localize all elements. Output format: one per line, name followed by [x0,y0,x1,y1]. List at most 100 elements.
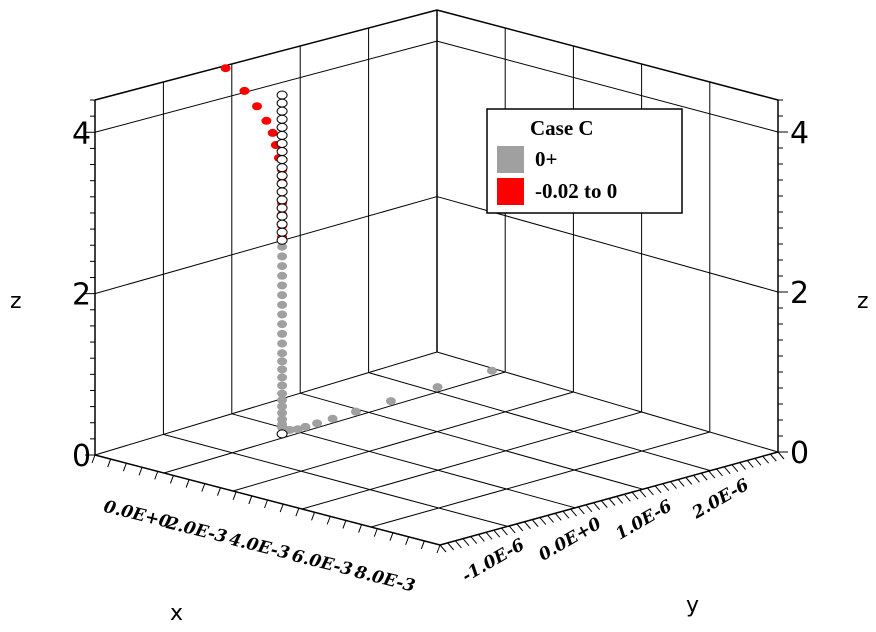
y-tick [670,481,677,489]
data-point-outline [276,235,288,245]
floor-grid-line [232,391,574,492]
y-tick [524,521,531,530]
data-point-gray [277,381,288,390]
data-point-red [267,128,278,137]
data-point-outline [276,98,288,108]
floor-grid-line [436,351,779,453]
data-point-red [239,86,250,95]
data-point-gray [277,349,288,358]
y-tick [447,542,455,551]
data-point-gray [277,281,288,290]
legend-label-0: 0+ [535,147,557,171]
y-tick [462,538,470,546]
data-point-gray [432,383,443,392]
data-point-gray [277,300,288,309]
y-tick [731,464,739,473]
x-tick [373,528,378,537]
x-tick [138,467,143,476]
x-tick [358,524,363,533]
data-point-outline [276,195,288,205]
y-tick [600,500,608,508]
x-tick-label: 4.0E-3 [227,530,292,564]
data-point-outline [276,155,288,165]
x-tick [248,495,253,505]
x-tick [295,508,300,517]
y-tick [493,529,501,538]
x-tick-label: 0.0E+0 [102,497,174,533]
x-tick [154,471,159,480]
y-tick [439,544,447,553]
y-tick-label: 0.0E+0 [535,514,605,566]
data-point-gray [284,425,295,434]
data-point-outline [276,130,288,140]
y-tick [547,515,554,523]
y-tick [708,470,716,479]
x-axis-title: x [170,601,183,626]
y-tick [577,506,585,515]
data-point-outline [276,227,288,237]
data-point-outline [276,219,288,229]
data-point-gray [277,320,288,329]
data-point-outline [276,179,288,189]
data-point-gray [385,397,396,406]
floor-grid-line [368,372,711,472]
x-tick [405,536,410,545]
y-tick [754,458,762,466]
data-point-gray [292,425,303,434]
y-tick [539,517,547,525]
tick-marks [85,99,788,554]
data-point-gray [277,402,288,411]
z-grid-line [94,196,438,295]
y-tick [616,496,624,504]
legend-title: Case C [530,116,594,140]
x-tick [169,475,174,484]
data-point-outline [276,203,288,213]
y-tick [478,534,485,542]
z-tick-label-left: 0 [72,439,91,474]
y-tick [693,474,700,483]
y-tick [585,504,593,513]
x-tick [342,520,347,529]
y-axis-title: y [686,593,699,618]
y-tick [608,498,616,506]
y-tick [593,502,601,511]
data-point-gray [277,291,288,300]
y-tick [654,485,662,494]
z-grid-line [436,40,779,133]
data-point-outline [276,90,288,100]
data-point-outline [276,106,288,116]
box-frame [94,9,779,546]
y-tick-label: -1.0E-6 [459,535,529,587]
y-tick [639,489,647,498]
data-point-gray [312,419,323,428]
x-tick [107,458,112,468]
data-point-outline [276,114,288,124]
x-tick-label: 6.0E-3 [290,546,355,580]
y-tick [516,523,524,532]
x-tick [436,544,441,554]
z-tick-label-right: 0 [790,436,809,471]
data-point-outline [276,147,288,157]
x-tick [311,512,316,521]
data-point-outline [276,122,288,132]
data-point-gray [277,252,288,261]
data-point-red [261,116,272,125]
z-tick-label-right: 4 [790,116,809,151]
y-tick [454,540,462,549]
y-tick [662,483,670,492]
x-tick [122,463,127,472]
x-tick [216,487,221,496]
data-point-gray [277,408,288,417]
y-tick-label: 2.0E-6 [688,475,752,524]
data-point-gray [277,396,288,405]
y-tick [623,493,631,502]
data-point-gray [277,271,288,280]
x-tick [264,499,268,509]
x-tick [91,454,96,464]
data-point-gray [486,366,497,375]
axis-labels: 0 02 24 40.0E+02.0E-34.0E-36.0E-38.0E-3 -1.0… [10,116,869,626]
data-point-gray [277,242,288,251]
y-tick [677,479,685,487]
data-point-red [252,102,262,111]
